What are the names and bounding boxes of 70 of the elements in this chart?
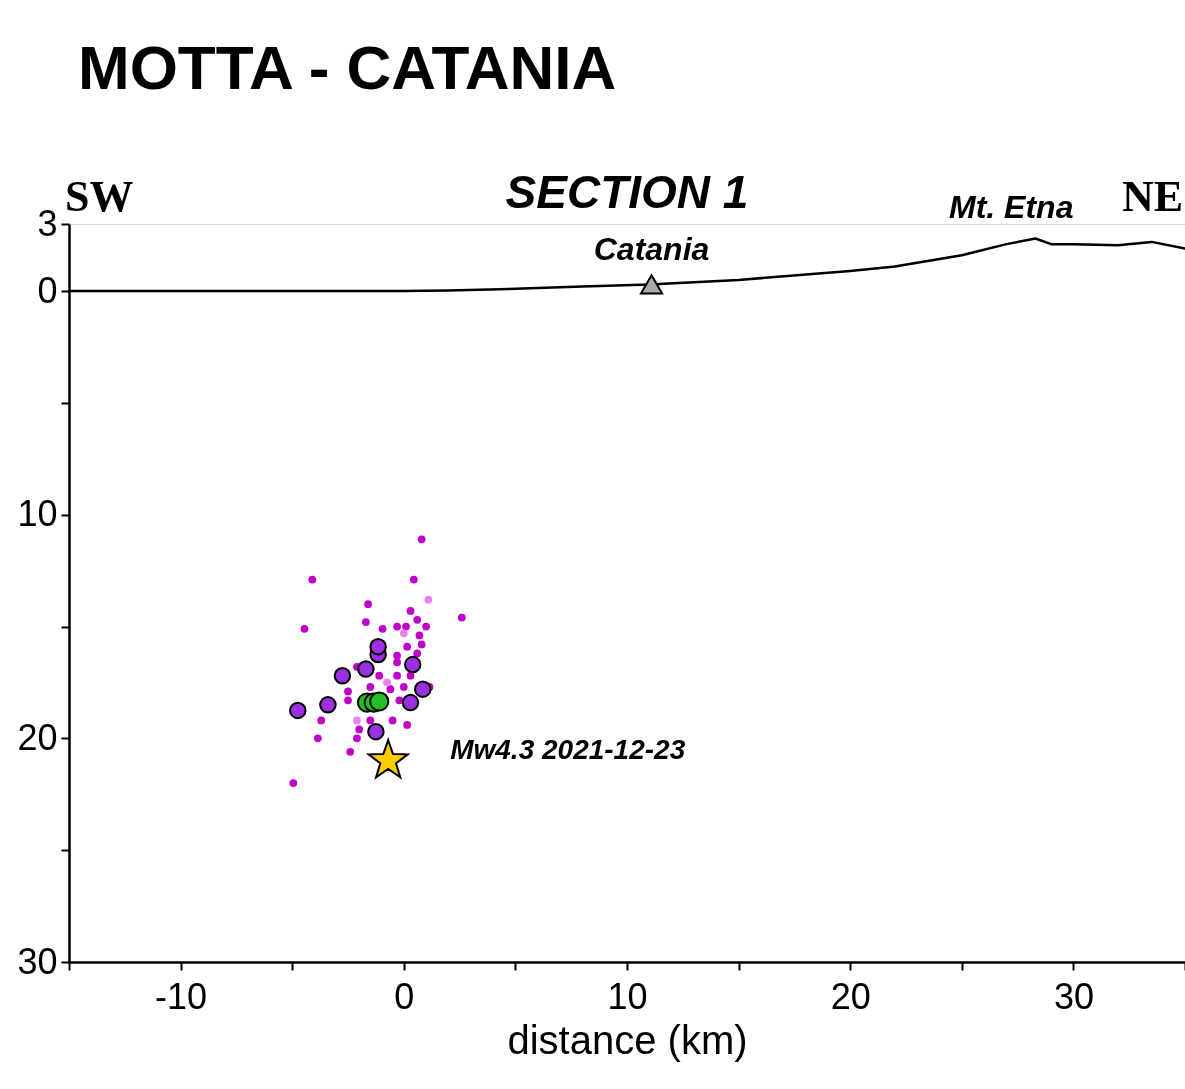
point: [366, 683, 375, 691]
point: [308, 575, 317, 584]
point: [393, 622, 401, 631]
chart-subtitle: SECTION 1: [505, 166, 749, 218]
point: [355, 725, 364, 734]
point: [393, 658, 401, 667]
x-tick-label: 10: [607, 975, 648, 1017]
point: [353, 734, 361, 743]
text: NE: [1121, 172, 1183, 221]
y-tick-label: 3: [37, 202, 58, 244]
point: [413, 649, 422, 658]
point: [395, 696, 404, 705]
point: [346, 747, 355, 756]
point: [403, 655, 422, 674]
point: [409, 575, 418, 584]
point: [313, 734, 322, 743]
point: [375, 671, 384, 680]
point: [367, 722, 385, 741]
point: [300, 624, 309, 633]
point: [333, 667, 352, 685]
y-tick-label: 30: [17, 940, 58, 982]
point: [369, 637, 387, 656]
point: [417, 535, 426, 544]
annotation: Mt. Etna: [949, 188, 1074, 225]
point: [388, 716, 397, 725]
point: [344, 687, 352, 696]
point: [366, 716, 375, 725]
text: SW: [65, 172, 134, 221]
point: [639, 274, 664, 295]
point: [402, 622, 410, 631]
point: [403, 642, 412, 651]
point: [415, 631, 424, 640]
point: [369, 691, 390, 712]
point: [393, 651, 401, 660]
point: [403, 721, 412, 729]
point: [353, 716, 361, 725]
point: [393, 671, 401, 680]
point: [413, 615, 422, 624]
series-label: Catania: [593, 231, 710, 268]
point: [378, 624, 387, 633]
point: [399, 629, 408, 638]
point: [357, 660, 375, 678]
point: [399, 683, 408, 691]
point: [417, 640, 426, 649]
x-tick-label: 20: [830, 975, 871, 1017]
chart-title: MOTTA - CATANIA: [78, 33, 617, 102]
point: [424, 595, 433, 604]
x-axis-title: distance (km): [507, 1017, 748, 1062]
x-tick-label: 30: [1053, 975, 1094, 1017]
point: [361, 618, 370, 626]
point: [344, 696, 352, 705]
point: [414, 680, 432, 698]
point: [422, 622, 430, 631]
x-tick-label: -10: [155, 975, 208, 1017]
x-tick-label: 0: [394, 975, 415, 1017]
point: [289, 701, 307, 720]
point: [401, 693, 420, 712]
point: [406, 671, 415, 680]
y-tick-label: 10: [17, 493, 58, 535]
point: [383, 678, 391, 687]
point: [364, 600, 372, 609]
y-tick-label: 20: [17, 716, 58, 758]
point: [289, 779, 298, 787]
y-tick-label: 0: [37, 269, 58, 311]
point: [319, 696, 337, 714]
point: [406, 607, 415, 615]
point: [457, 613, 466, 622]
point: [386, 685, 395, 694]
point: [317, 716, 326, 725]
annotation: Mw4.3 2021-12-23: [450, 733, 686, 765]
